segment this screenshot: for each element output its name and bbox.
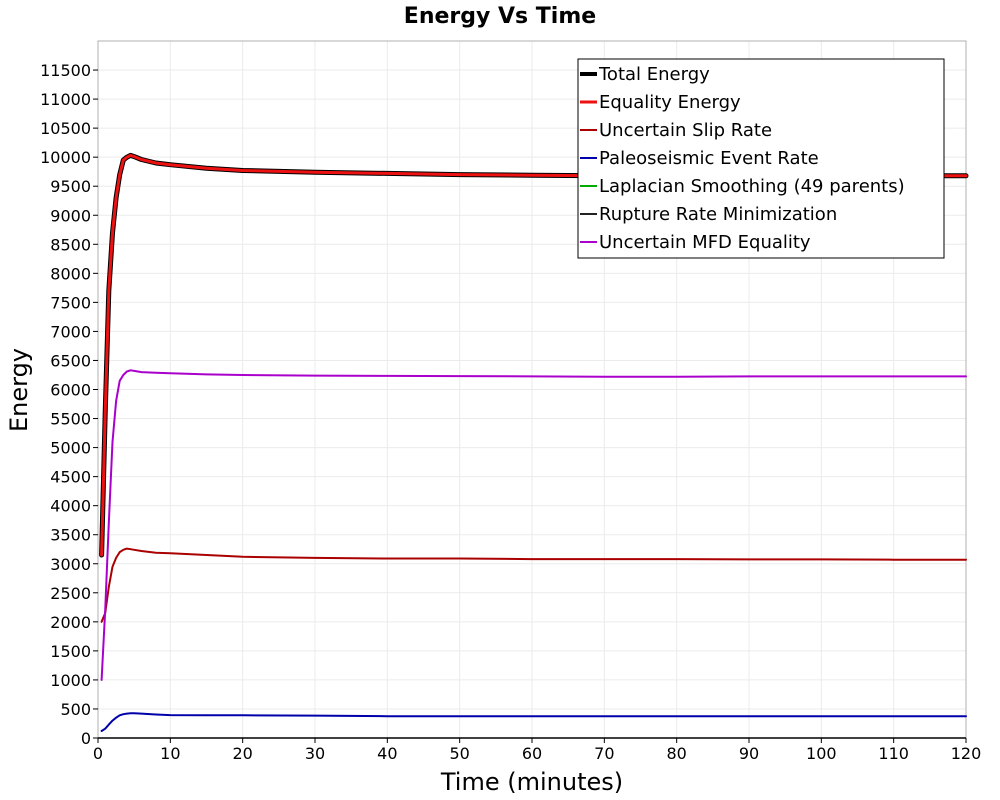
y-tick-label: 3000	[50, 555, 91, 574]
y-tick-label: 1500	[50, 642, 91, 661]
series-line-2	[100, 547, 967, 623]
y-tick-label: 6500	[50, 351, 91, 370]
x-tick-label: 80	[666, 744, 686, 763]
x-tick-label: 0	[93, 744, 103, 763]
legend-label: Uncertain MFD Equality	[599, 232, 811, 253]
x-tick-label: 10	[160, 744, 180, 763]
x-tick-label: 50	[449, 744, 469, 763]
y-tick-label: 8000	[50, 264, 91, 283]
y-tick-label: 10000	[40, 148, 91, 167]
x-tick-label: 40	[377, 744, 397, 763]
x-tick-label: 90	[739, 744, 759, 763]
legend-label: Paleoseismic Event Rate	[599, 148, 819, 169]
x-axis-label: Time (minutes)	[440, 768, 623, 796]
y-tick-label: 4500	[50, 468, 91, 487]
series-line-3	[100, 712, 967, 732]
legend-label: Uncertain Slip Rate	[599, 120, 772, 141]
y-tick-label: 10500	[40, 119, 91, 138]
y-tick-label: 2000	[50, 613, 91, 632]
y-tick-label: 11500	[40, 61, 91, 80]
x-tick-label: 60	[522, 744, 542, 763]
y-tick-label: 2500	[50, 584, 91, 603]
y-tick-label: 7000	[50, 322, 91, 341]
y-tick-label: 9000	[50, 206, 91, 225]
x-tick-label: 30	[305, 744, 325, 763]
y-axis-label: Energy	[5, 348, 33, 432]
y-tick-label: 1000	[50, 671, 91, 690]
y-tick-label: 4000	[50, 497, 91, 516]
y-tick-label: 3500	[50, 526, 91, 545]
y-tick-label: 11000	[40, 90, 91, 109]
series-line-6	[100, 369, 967, 681]
x-tick-label: 70	[594, 744, 614, 763]
x-tick-label: 110	[878, 744, 909, 763]
x-tick-label: 100	[806, 744, 837, 763]
x-tick-label: 120	[951, 744, 982, 763]
legend: Total Energy Equality Energy Uncertain Sli…	[577, 58, 945, 259]
y-tick-label: 9500	[50, 177, 91, 196]
y-tick-label: 6000	[50, 381, 91, 400]
legend-label: Rupture Rate Minimization	[599, 204, 837, 225]
chart-title: Energy Vs Time	[404, 4, 596, 29]
y-tick-label: 500	[60, 700, 91, 719]
legend-box	[577, 58, 945, 259]
legend-label: Laplacian Smoothing (49 parents)	[599, 176, 905, 197]
x-tick-label: 20	[232, 744, 252, 763]
y-tick-label: 5000	[50, 439, 91, 458]
y-ticks: 0 500 1000 1500 2000 2500 3000 3500 4000 4500 5000…	[40, 61, 98, 748]
y-tick-label: 0	[81, 729, 91, 748]
x-ticks: 0 10 20 30 40 50 60 70 80 90 100 110 120	[93, 738, 981, 763]
legend-label: Total Energy	[598, 64, 710, 85]
y-tick-label: 7500	[50, 293, 91, 312]
y-tick-label: 8500	[50, 235, 91, 254]
y-tick-label: 5500	[50, 410, 91, 429]
legend-label: Equality Energy	[599, 92, 741, 113]
